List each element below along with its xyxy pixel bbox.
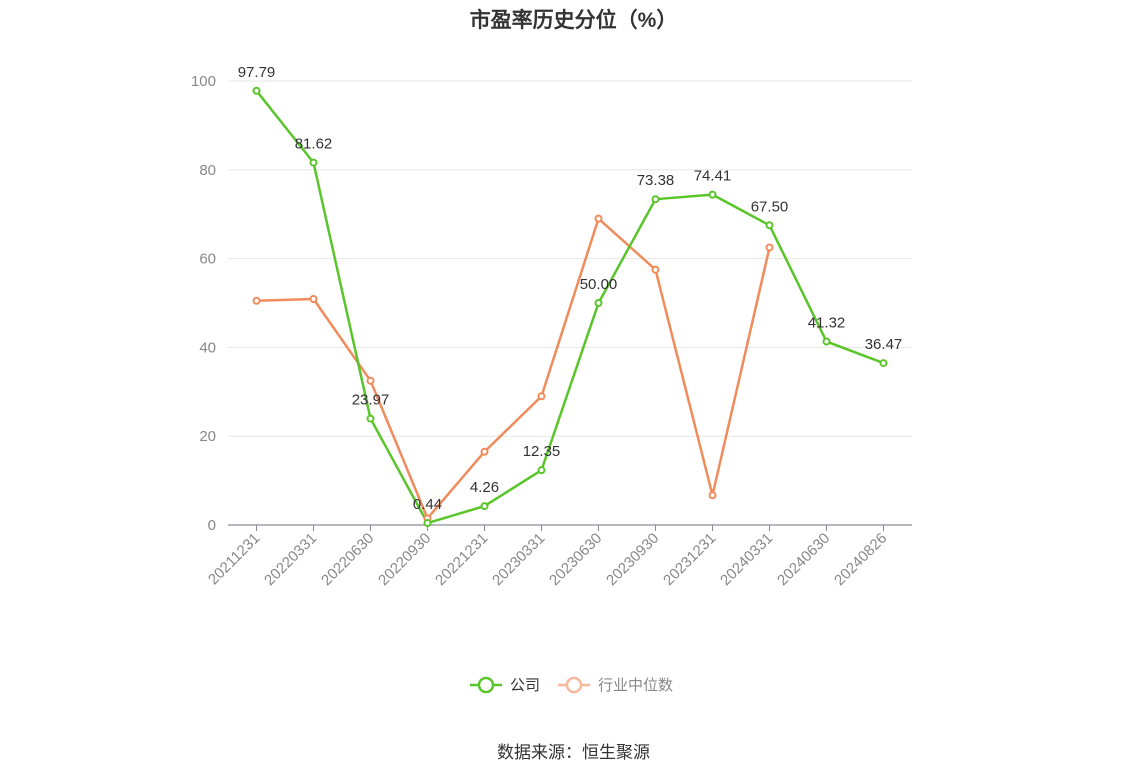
data-point-1 bbox=[594, 214, 603, 223]
series-lines bbox=[255, 90, 884, 525]
data-point-1 bbox=[708, 491, 717, 500]
legend-label-0: 公司 bbox=[510, 677, 540, 694]
data-point-0 bbox=[366, 414, 375, 423]
data-point-1 bbox=[366, 376, 375, 385]
data-label: 81.62 bbox=[295, 136, 333, 153]
y-axis: 0 20 40 60 80 100 bbox=[191, 73, 216, 534]
y-tick-label: 80 bbox=[199, 162, 216, 179]
series-line-0 bbox=[255, 90, 884, 525]
x-tick-label: 20221231 bbox=[432, 530, 491, 589]
data-labels: 97.79 81.62 23.97 0.44 4.26 12.35 50.00 73.38 74… bbox=[238, 64, 903, 513]
data-point-0 bbox=[879, 359, 888, 368]
data-point-1 bbox=[480, 447, 489, 456]
data-point-0 bbox=[708, 190, 717, 199]
x-tick-label: 20220331 bbox=[261, 530, 320, 589]
x-tick-label: 20240826 bbox=[831, 530, 890, 589]
x-tick-label: 20230930 bbox=[603, 530, 662, 589]
x-tick-label: 20240630 bbox=[774, 530, 833, 589]
y-tick-label: 20 bbox=[199, 428, 216, 445]
data-point-0 bbox=[309, 158, 318, 167]
legend: 公司 行业中位数 bbox=[470, 676, 673, 694]
data-label: 12.35 bbox=[523, 443, 561, 460]
x-tick-label: 20240331 bbox=[717, 530, 776, 589]
data-point-0 bbox=[423, 519, 432, 528]
series-points bbox=[252, 86, 888, 528]
y-tick-label: 60 bbox=[199, 251, 216, 268]
data-label: 0.44 bbox=[413, 496, 442, 513]
data-point-1 bbox=[252, 296, 261, 305]
x-tick-label: 20220930 bbox=[375, 530, 434, 589]
series-line-1 bbox=[256, 217, 771, 520]
data-label: 97.79 bbox=[238, 64, 276, 81]
data-label: 50.00 bbox=[580, 276, 618, 293]
legend-marker-1 bbox=[565, 676, 583, 694]
data-label: 74.41 bbox=[694, 168, 732, 185]
data-point-1 bbox=[651, 265, 660, 274]
x-tick-label: 20220630 bbox=[318, 530, 377, 589]
y-tick-label: 40 bbox=[199, 339, 216, 356]
data-point-0 bbox=[651, 195, 660, 204]
x-tick-label: 20230331 bbox=[489, 530, 548, 589]
data-label: 36.47 bbox=[865, 336, 903, 353]
data-label: 73.38 bbox=[637, 172, 675, 189]
data-point-0 bbox=[480, 502, 489, 511]
x-tick-label: 20230630 bbox=[546, 530, 605, 589]
data-point-0 bbox=[765, 221, 774, 230]
data-label: 4.26 bbox=[470, 479, 499, 496]
y-tick-label: 0 bbox=[208, 517, 216, 534]
chart-title: 市盈率历史分位（%） bbox=[469, 9, 678, 32]
data-point-1 bbox=[309, 295, 318, 304]
data-source: 数据来源：恒生聚源 bbox=[497, 743, 650, 762]
y-tick-label: 100 bbox=[191, 73, 216, 90]
data-point-1 bbox=[537, 392, 546, 401]
data-point-0 bbox=[594, 299, 603, 307]
x-tick-label: 20211231 bbox=[205, 530, 263, 588]
legend-label-1: 行业中位数 bbox=[598, 677, 673, 694]
data-point-0 bbox=[252, 86, 261, 95]
data-point-0 bbox=[822, 337, 831, 346]
data-label: 67.50 bbox=[751, 198, 789, 215]
legend-marker-0 bbox=[477, 676, 495, 694]
x-tick-label: 20231231 bbox=[660, 530, 719, 589]
x-axis: 2021123120220331202206302022093020221231… bbox=[205, 524, 912, 589]
grid-lines bbox=[228, 80, 912, 437]
data-label: 41.32 bbox=[808, 315, 846, 332]
data-point-1 bbox=[765, 243, 774, 252]
data-point-0 bbox=[537, 466, 546, 475]
data-label: 23.97 bbox=[352, 392, 390, 409]
